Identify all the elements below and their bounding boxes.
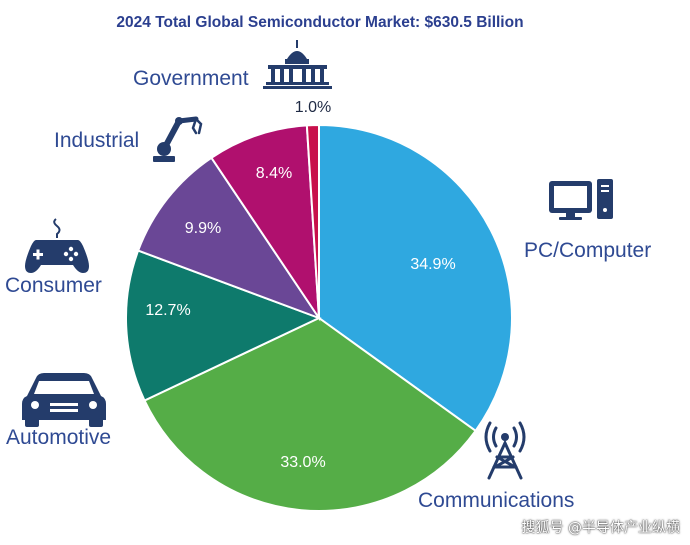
capitol-icon xyxy=(263,40,332,89)
chart-title: 2024 Total Global Semiconductor Market: … xyxy=(116,14,524,31)
robot-arm-icon xyxy=(153,116,203,162)
data-label-communications: 33.0% xyxy=(280,454,325,471)
category-label-industrial: Industrial xyxy=(54,129,139,152)
data-label-pc-computer: 34.9% xyxy=(410,256,455,273)
computer-icon xyxy=(549,179,613,220)
pie-slice-industrial xyxy=(210,124,321,322)
category-label-pc-computer: PC/Computer xyxy=(524,239,651,262)
data-label-government: 1.0% xyxy=(295,99,331,116)
data-label-automotive: 12.7% xyxy=(145,302,190,319)
gamepad-icon xyxy=(25,218,89,273)
category-label-automotive: Automotive xyxy=(6,426,111,449)
watermark: 搜狐号 @半导体产业纵横 xyxy=(521,520,680,536)
data-label-industrial: 8.4% xyxy=(256,165,292,182)
category-label-consumer: Consumer xyxy=(5,274,102,297)
pie-slice-government xyxy=(305,123,320,319)
pie-slice-consumer xyxy=(136,156,322,321)
pie-slice-automotive xyxy=(125,249,322,402)
cell-tower-icon xyxy=(484,421,526,480)
category-label-communications: Communications xyxy=(418,489,574,512)
category-label-government: Government xyxy=(133,67,249,90)
pie-slice-pc-computer xyxy=(318,123,513,433)
car-icon xyxy=(22,373,106,427)
data-label-consumer: 9.9% xyxy=(185,220,221,237)
pie-slice-communications xyxy=(143,316,477,512)
